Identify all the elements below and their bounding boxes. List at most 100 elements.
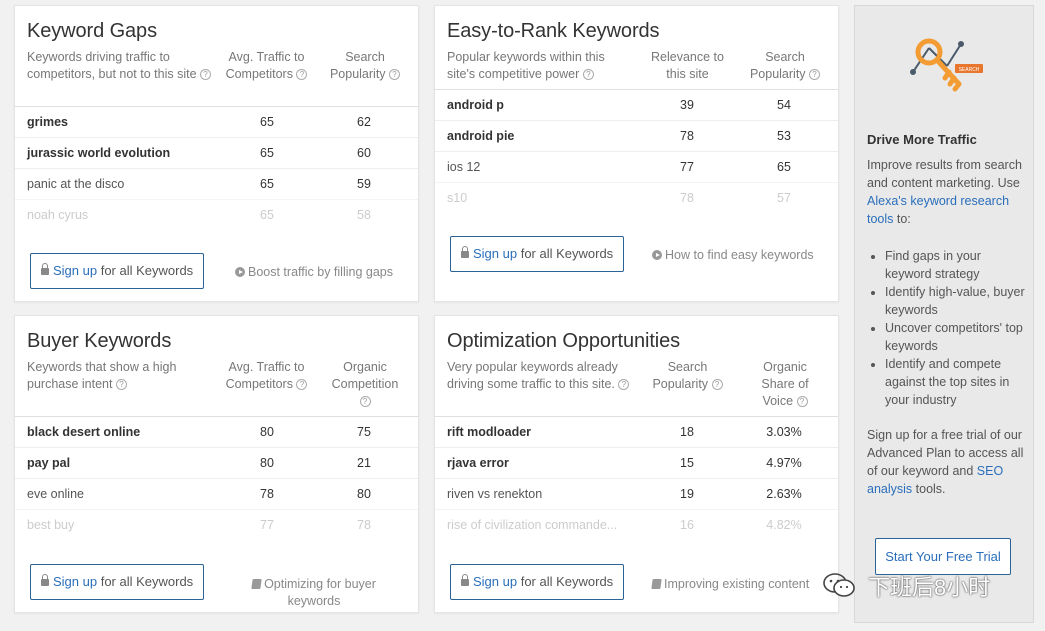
lock-icon — [461, 574, 469, 586]
book-icon — [651, 579, 662, 589]
value-cell: 78 — [260, 487, 274, 501]
value-cell: 16 — [680, 518, 694, 532]
easy-keywords-link[interactable]: How to find easy keywords — [652, 247, 814, 264]
table-row[interactable]: android pie 78 53 — [435, 120, 838, 151]
column-header-search-popularity: Search Popularity ? — [320, 49, 410, 83]
table-row[interactable]: jurassic world evolution 65 60 — [15, 137, 418, 168]
boost-traffic-link[interactable]: Boost traffic by filling gaps — [235, 264, 393, 281]
help-icon[interactable]: ? — [582, 69, 594, 80]
help-icon[interactable]: ? — [389, 69, 401, 80]
lock-icon — [461, 246, 469, 258]
column-header-relevance: Relevance to this site — [651, 50, 724, 81]
value-cell: 62 — [357, 115, 371, 129]
value-cell: 80 — [357, 487, 371, 501]
keyword-cell: best buy — [27, 518, 75, 532]
value-cell: 18 — [680, 425, 694, 439]
list-item: Uncover competitors' top keywords — [885, 319, 1025, 355]
help-icon[interactable]: ? — [711, 379, 723, 390]
table-row[interactable]: ios 12 77 65 — [435, 151, 838, 182]
value-cell: 80 — [260, 456, 274, 470]
signup-button[interactable]: Sign up for all Keywords — [450, 236, 625, 272]
lock-icon — [41, 574, 49, 586]
value-cell: 78 — [680, 129, 694, 143]
improving-content-link[interactable]: Improving existing content — [651, 576, 809, 593]
signup-button[interactable]: Sign up for all Keywords — [30, 253, 205, 289]
optimization-card: Optimization Opportunities Very popular … — [434, 315, 839, 613]
buyer-guide-link[interactable]: Optimizing for buyer keywords — [243, 576, 385, 610]
play-icon — [235, 267, 245, 277]
table-row[interactable]: riven vs renekton 19 2.63% — [435, 478, 838, 509]
value-cell: 75 — [357, 425, 371, 439]
value-cell: 3.03% — [766, 425, 802, 439]
help-icon[interactable]: ? — [115, 379, 127, 390]
buyer-keywords-card: Buyer Keywords Keywords that show a high… — [14, 315, 419, 613]
keyword-cell: panic at the disco — [27, 177, 125, 191]
keyword-cell: grimes — [27, 115, 68, 129]
card-title: Easy-to-Rank Keywords — [447, 20, 660, 42]
value-cell: 78 — [357, 518, 371, 532]
value-cell: 65 — [260, 177, 274, 191]
keyword-cell: rift modloader — [447, 425, 532, 439]
help-icon[interactable]: ? — [618, 379, 630, 390]
key-tag-label: SEARCH — [959, 67, 980, 73]
keyword-cell: s10 — [447, 191, 468, 205]
keyword-cell: eve online — [27, 487, 84, 501]
value-cell: 59 — [357, 177, 371, 191]
table-row[interactable]: eve online 78 80 — [15, 478, 418, 509]
column-header-keyword: Popular keywords within this site's comp… — [447, 50, 605, 81]
column-header-organic-competition: Organic Competition? — [331, 360, 399, 407]
table-row[interactable]: rift modloader 18 3.03% — [435, 416, 838, 447]
help-icon[interactable]: ? — [796, 396, 808, 407]
card-title: Keyword Gaps — [27, 20, 157, 42]
table-row[interactable]: panic at the disco 65 59 — [15, 168, 418, 199]
keyword-cell: pay pal — [27, 456, 71, 470]
signup-button[interactable]: Sign up for all Keywords — [450, 564, 625, 600]
keyword-cell: rise of civilization commande... — [447, 518, 618, 532]
watermark-text: 下班后8小时 — [868, 575, 991, 600]
value-cell: 19 — [680, 487, 694, 501]
wechat-icon — [823, 573, 855, 597]
table-row[interactable]: rjava error 15 4.97% — [435, 447, 838, 478]
list-item: Find gaps in your keyword strategy — [885, 247, 1025, 283]
keyword-research-tools-link[interactable]: Alexa's keyword research tools — [867, 194, 1010, 226]
table-row-locked: noah cyrus 65 58 — [15, 199, 418, 230]
seo-analysis-link[interactable]: SEO analysis — [867, 464, 1004, 496]
column-header-avg-traffic: Avg. Traffic to Competitors ? — [219, 49, 314, 83]
value-cell: 77 — [680, 160, 694, 174]
keyword-cell: black desert online — [27, 425, 141, 439]
list-item: Identify and compete against the top sit… — [885, 355, 1025, 409]
column-header-share-of-voice: Organic Share of Voice ? — [761, 360, 809, 408]
value-cell: 65 — [777, 160, 791, 174]
help-icon[interactable]: ? — [359, 396, 371, 407]
keyword-cell: android pie — [447, 129, 515, 143]
value-cell: 2.63% — [766, 487, 802, 501]
table-row[interactable]: pay pal 80 21 — [15, 447, 418, 478]
keyword-cell: noah cyrus — [27, 208, 89, 222]
promo-outro: Sign up for a free trial of our Advanced… — [867, 428, 1024, 496]
value-cell: 78 — [680, 191, 694, 205]
keyword-cell: jurassic world evolution — [27, 146, 171, 160]
keyword-cell: riven vs renekton — [447, 487, 543, 501]
help-icon[interactable]: ? — [296, 69, 308, 80]
value-cell: 65 — [260, 146, 274, 160]
table-row-locked: s10 78 57 — [435, 182, 838, 213]
start-free-trial-button[interactable]: Start Your Free Trial — [875, 538, 1011, 575]
card-title: Optimization Opportunities — [447, 330, 681, 352]
signup-button[interactable]: Sign up for all Keywords — [30, 564, 205, 600]
book-icon — [251, 579, 262, 589]
value-cell: 4.82% — [766, 518, 802, 532]
table-row[interactable]: android p 39 54 — [435, 89, 838, 120]
help-icon[interactable]: ? — [296, 379, 308, 390]
value-cell: 57 — [777, 191, 791, 205]
column-header-keyword: Keywords that show a high purchase inten… — [27, 360, 177, 391]
column-header-keyword: Keywords driving traffic to competitors,… — [27, 49, 217, 83]
help-icon[interactable]: ? — [809, 69, 821, 80]
easy-to-rank-card: Easy-to-Rank Keywords Popular keywords w… — [434, 5, 839, 302]
benefits-list: Find gaps in your keyword strategy Ident… — [885, 247, 1025, 409]
value-cell: 15 — [680, 456, 694, 470]
table-row[interactable]: grimes 65 62 — [15, 106, 418, 137]
keyword-cell: ios 12 — [447, 160, 481, 174]
value-cell: 60 — [357, 146, 371, 160]
help-icon[interactable]: ? — [200, 69, 212, 80]
table-row[interactable]: black desert online 80 75 — [15, 416, 418, 447]
